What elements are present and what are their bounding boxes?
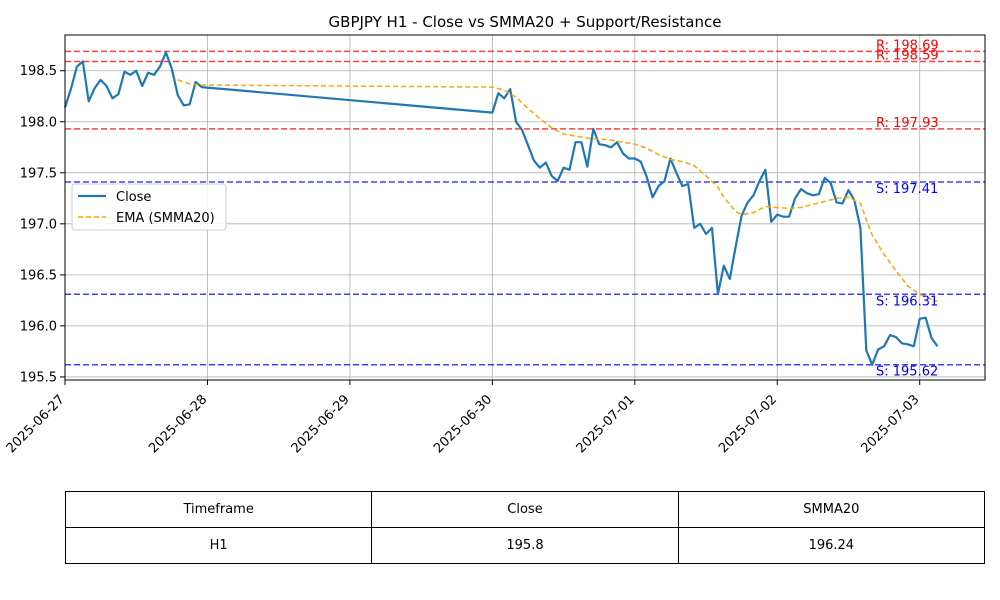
y-tick-label: 196.0 — [20, 319, 57, 334]
table-header-timeframe: Timeframe — [64, 491, 373, 528]
x-tick-label: 2025-07-03 — [859, 392, 923, 456]
plot-frame — [64, 34, 986, 381]
x-tick-label: 2025-06-27 — [4, 392, 68, 456]
level-labels: R: 198.69R: 198.59 R: 197.93 S: 197.41 S: 1… — [876, 38, 939, 379]
table-header-row: Timeframe Close SMMA20 — [64, 491, 986, 528]
y-tick-label: 196.5 — [20, 268, 57, 283]
legend: Close EMA (SMMA20) — [71, 183, 227, 231]
table-cell-smma20: 196.24 — [677, 527, 986, 564]
y-tick-label: 198.0 — [20, 115, 57, 130]
smma20-line — [177, 79, 938, 303]
table-row: H1 195.8 196.24 — [64, 527, 986, 564]
table-cell-timeframe: H1 — [64, 527, 373, 564]
legend-label-close: Close — [116, 190, 151, 205]
y-tick-label: 197.5 — [20, 166, 57, 181]
support-level-label: S: 195.62 — [876, 365, 938, 380]
summary-table: Timeframe Close SMMA20 H1 195.8 196.24 — [64, 491, 986, 564]
legend-label-smma: EMA (SMMA20) — [116, 211, 215, 226]
x-tick-label: 2025-07-01 — [574, 392, 638, 456]
table-cell-close: 195.8 — [371, 527, 679, 564]
resistance-level-label: R: 198.69 — [876, 38, 939, 53]
support-level-label: S: 196.31 — [876, 294, 938, 309]
resistance-level-label: R: 197.93 — [876, 116, 939, 131]
x-tick-label: 2025-06-29 — [289, 392, 353, 456]
x-tick-label: 2025-06-28 — [146, 392, 210, 456]
support-resistance-lines — [65, 50, 985, 366]
support-level-label: S: 197.41 — [876, 182, 938, 197]
y-tick-label: 195.5 — [20, 370, 57, 385]
chart-title: GBPJPY H1 - Close vs SMMA20 + Support/Re… — [329, 13, 722, 31]
y-tick-label: 198.5 — [20, 64, 57, 79]
legend-box — [71, 183, 227, 231]
x-tick-label: 2025-07-02 — [716, 392, 780, 456]
x-tick-label: 2025-06-30 — [431, 392, 495, 456]
resistance-level-label: R: 198.59 — [876, 49, 939, 64]
close-line — [63, 51, 939, 366]
price-chart: GBPJPY H1 - Close vs SMMA20 + Support/Re… — [4, 13, 986, 456]
series-lines — [63, 51, 939, 366]
table-header-close: Close — [371, 491, 679, 528]
axis-ticks: 2025-06-27 2025-06-28 2025-06-29 2025-06-30… — [4, 64, 923, 456]
y-tick-label: 197.0 — [20, 217, 57, 232]
table-header-smma20: SMMA20 — [677, 491, 986, 528]
